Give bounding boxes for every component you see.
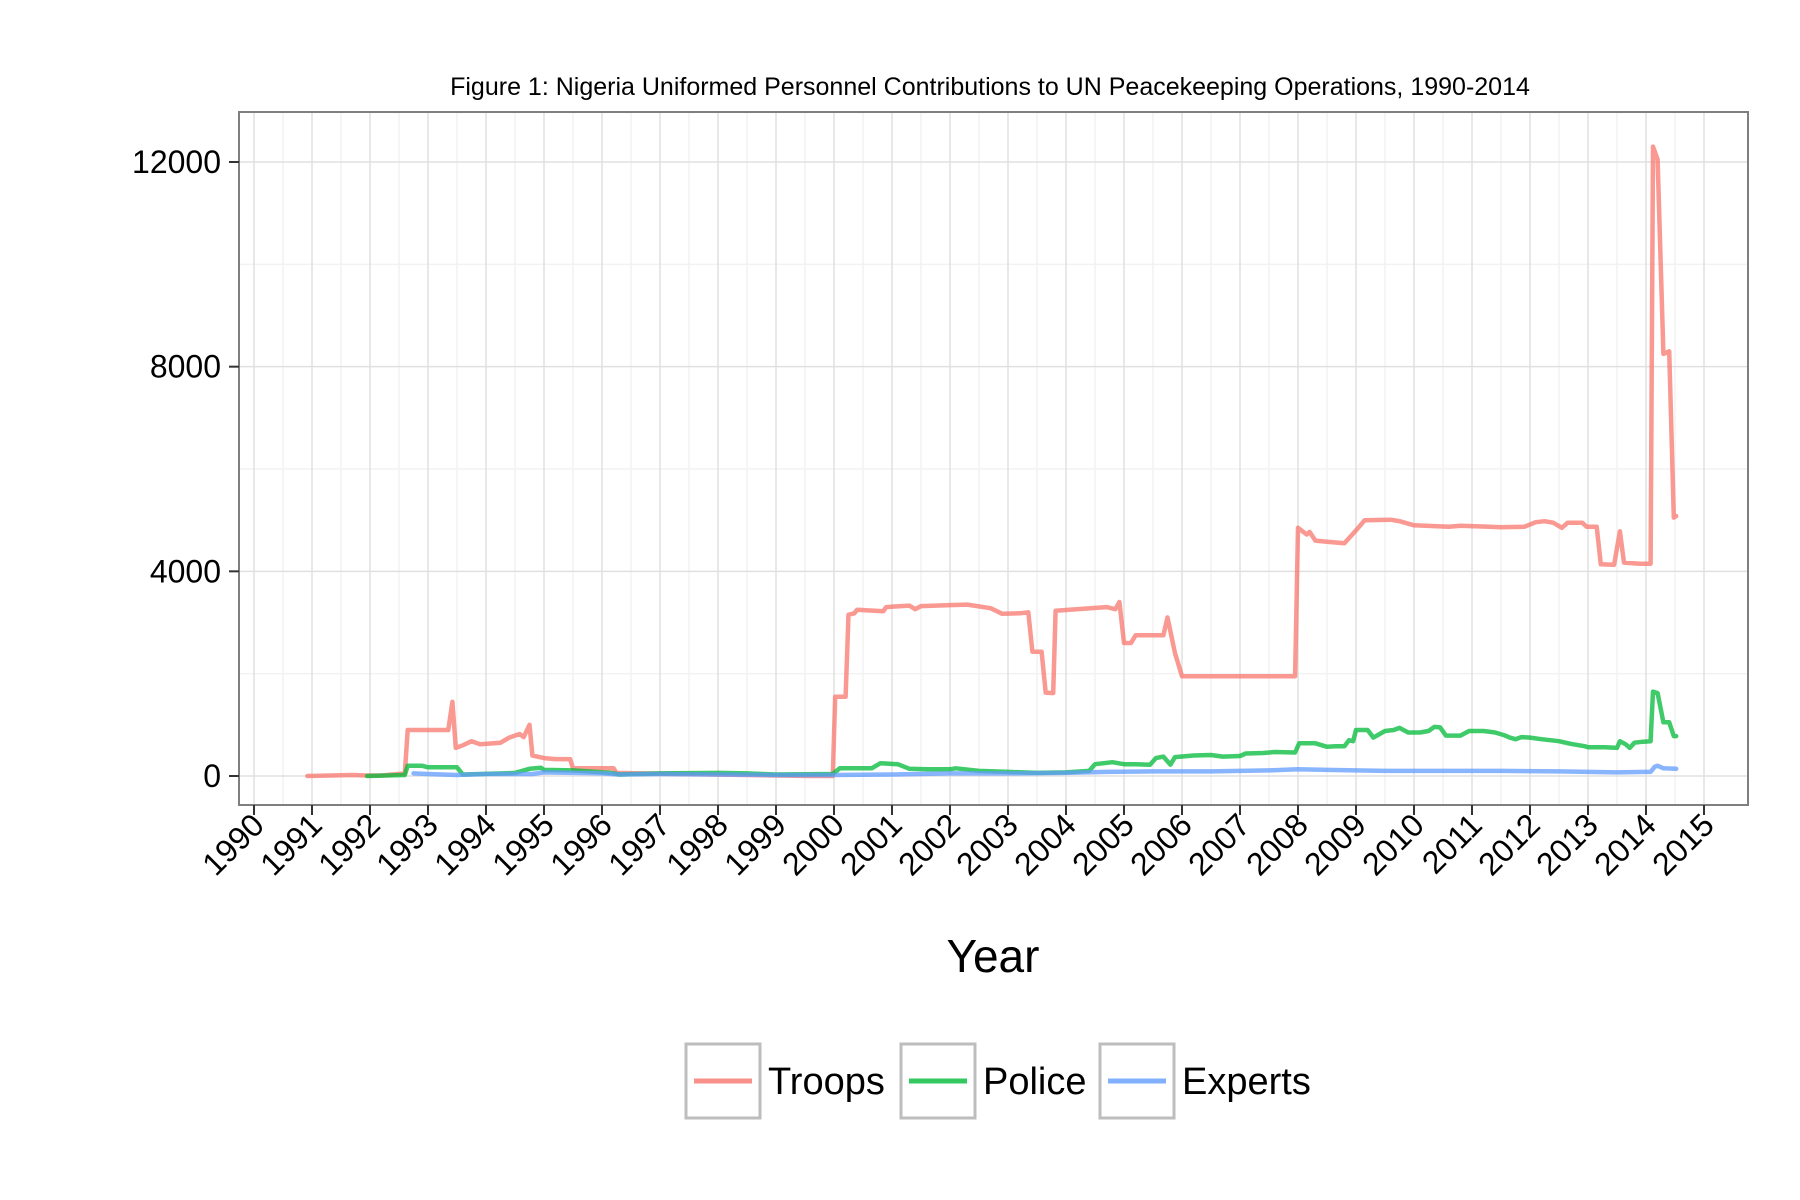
- y-tick-label: 4000: [150, 553, 221, 589]
- legend-label: Police: [983, 1061, 1087, 1103]
- series-line-experts: [411, 763, 1679, 778]
- plot-panel-border: [238, 111, 1749, 806]
- y-tick-label: 0: [203, 758, 221, 794]
- legend[interactable]: Troops Police Experts: [684, 1042, 1311, 1120]
- legend-item-police[interactable]: Police: [899, 1042, 1087, 1120]
- chart-title: Figure 1: Nigeria Uniformed Personnel Co…: [450, 73, 1530, 101]
- series-layer: [305, 144, 1679, 779]
- y-tick-label: 12000: [132, 144, 221, 180]
- legend-label: Troops: [768, 1061, 885, 1103]
- legend-item-experts[interactable]: Experts: [1098, 1042, 1311, 1120]
- grid: [239, 112, 1748, 805]
- y-tick-label: 8000: [150, 349, 221, 385]
- legend-item-troops[interactable]: Troops: [684, 1042, 885, 1120]
- series-line-troops: [305, 144, 1679, 779]
- x-axis-label: Year: [947, 930, 1040, 982]
- legend-label: Experts: [1182, 1061, 1311, 1103]
